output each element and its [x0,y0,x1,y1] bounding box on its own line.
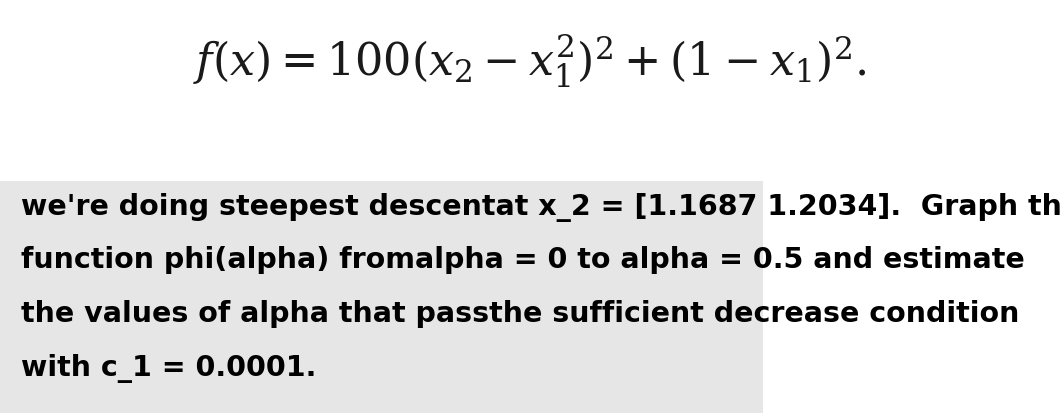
Text: we're doing steepest descentat x_2 = [1.1687 1.2034].  Graph the: we're doing steepest descentat x_2 = [1.… [21,192,1060,221]
FancyBboxPatch shape [0,182,763,413]
Text: $f(x) = 100(x_2 - x_1^2)^2 + (1-x_1)^2.$: $f(x) = 100(x_2 - x_1^2)^2 + (1-x_1)^2.$ [193,33,867,90]
Text: function phi(alpha) fromalpha = 0 to alpha = 0.5 and estimate: function phi(alpha) fromalpha = 0 to alp… [21,246,1025,274]
Text: the values of alpha that passthe sufficient decrease condition: the values of alpha that passthe suffici… [21,299,1020,328]
Text: with c_1 = 0.0001.: with c_1 = 0.0001. [21,353,317,382]
